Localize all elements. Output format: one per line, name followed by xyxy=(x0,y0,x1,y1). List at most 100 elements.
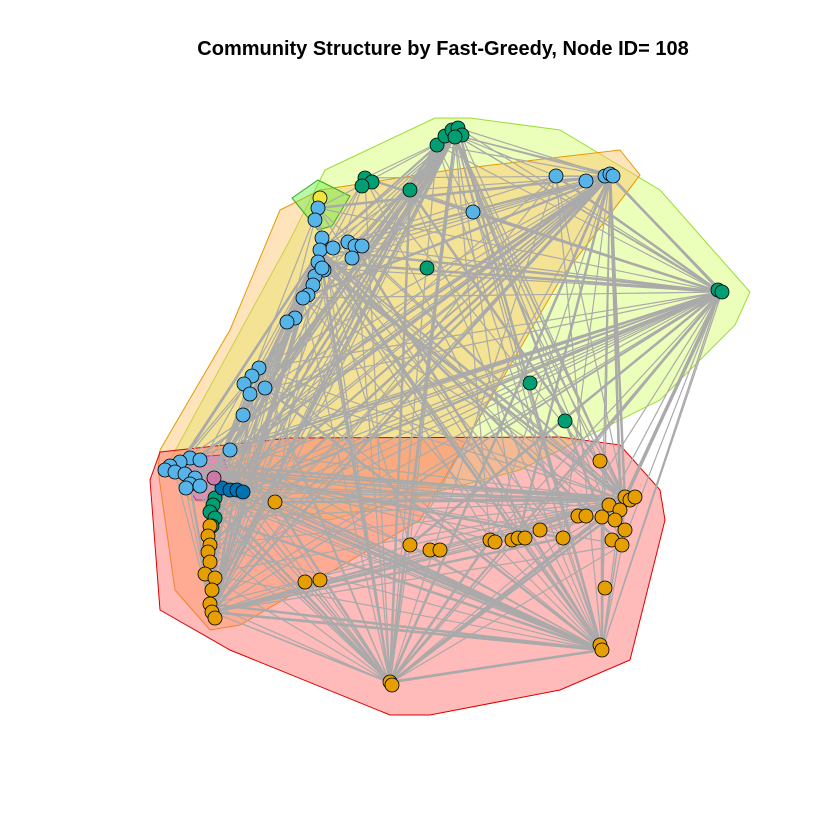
edge xyxy=(454,134,721,293)
node-orange xyxy=(592,453,608,469)
edge xyxy=(319,249,564,539)
node-orange xyxy=(578,508,594,524)
plot-title: Community Structure by Fast-Greedy, Node… xyxy=(197,38,689,60)
edge xyxy=(211,499,626,613)
node-sky-blue xyxy=(548,168,564,184)
edge xyxy=(319,249,721,293)
edge xyxy=(454,134,611,177)
edge xyxy=(623,291,722,501)
node-dark-green xyxy=(419,260,435,276)
edge xyxy=(214,175,557,471)
edge xyxy=(264,291,721,389)
node-orange xyxy=(627,489,643,505)
edge xyxy=(242,175,611,493)
node-orange xyxy=(555,530,571,546)
node-orange xyxy=(614,537,630,553)
edge xyxy=(274,501,603,651)
edge xyxy=(409,189,603,651)
node-layer xyxy=(157,120,730,693)
edge xyxy=(601,291,721,518)
edge xyxy=(389,544,623,684)
edge xyxy=(211,501,276,613)
node-dark-blue xyxy=(235,484,251,500)
node-sky-blue xyxy=(192,452,208,468)
node-sky-blue xyxy=(465,204,481,220)
node-sky-blue xyxy=(279,314,295,330)
node-dark-green xyxy=(447,129,463,145)
edge xyxy=(189,291,721,485)
edge xyxy=(204,134,456,575)
edge xyxy=(264,387,603,651)
node-orange xyxy=(487,534,503,550)
node-sky-blue xyxy=(354,238,370,254)
edge xyxy=(489,539,603,651)
node-orange xyxy=(594,509,610,525)
node-dark-green xyxy=(354,178,370,194)
node-sky-blue xyxy=(257,380,273,396)
edge xyxy=(274,291,721,503)
edge xyxy=(389,134,456,684)
edge xyxy=(208,134,457,605)
node-sky-blue xyxy=(578,173,594,189)
edge xyxy=(204,573,603,651)
edge xyxy=(436,144,611,177)
edge xyxy=(454,134,626,501)
edge xyxy=(454,134,603,651)
edge xyxy=(211,175,611,613)
edge xyxy=(354,175,611,247)
edge xyxy=(409,499,626,546)
edge xyxy=(209,602,603,652)
edge xyxy=(210,249,322,613)
edge xyxy=(214,469,626,501)
edge xyxy=(319,249,603,651)
node-orange xyxy=(607,512,623,528)
edge xyxy=(389,175,611,684)
edge xyxy=(436,144,721,293)
node-orange xyxy=(267,494,283,510)
edge xyxy=(214,497,603,651)
edge xyxy=(319,249,411,546)
edge xyxy=(274,134,456,503)
edge xyxy=(173,249,322,473)
edge xyxy=(389,499,626,684)
node-orange xyxy=(597,580,613,596)
edge xyxy=(408,189,627,501)
edge xyxy=(389,537,564,684)
edge xyxy=(388,189,412,684)
edge xyxy=(319,175,557,251)
edge xyxy=(258,367,626,501)
edge xyxy=(211,291,721,613)
edge xyxy=(562,175,611,539)
edge xyxy=(319,189,411,251)
edge xyxy=(211,509,621,613)
edge xyxy=(562,537,603,651)
edge xyxy=(388,539,492,684)
node-sky-blue xyxy=(314,260,330,276)
edge xyxy=(211,536,564,614)
node-orange xyxy=(517,530,533,546)
edge xyxy=(242,491,603,651)
edge xyxy=(321,267,603,651)
node-sky-blue xyxy=(192,478,208,494)
edge xyxy=(436,144,603,651)
node-dark-green xyxy=(714,284,730,300)
node-pink xyxy=(206,470,222,486)
edge xyxy=(242,290,721,494)
node-sky-blue xyxy=(178,480,194,496)
node-sky-blue xyxy=(344,250,360,266)
node-orange xyxy=(312,572,328,588)
node-sky-blue xyxy=(295,290,311,306)
node-orange xyxy=(594,642,610,658)
edge xyxy=(274,498,626,504)
edge xyxy=(609,175,626,501)
node-orange xyxy=(617,522,633,538)
edge xyxy=(319,249,626,501)
edge xyxy=(214,516,603,652)
node-orange xyxy=(384,677,400,693)
node-sky-blue xyxy=(235,407,251,423)
node-dark-green xyxy=(557,413,573,429)
edge xyxy=(389,649,603,684)
edge xyxy=(319,134,456,251)
edge xyxy=(242,491,391,684)
edge xyxy=(489,291,721,541)
